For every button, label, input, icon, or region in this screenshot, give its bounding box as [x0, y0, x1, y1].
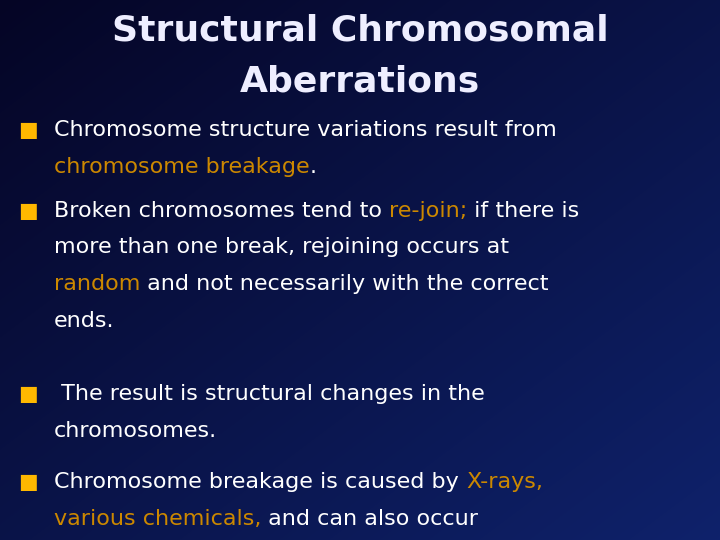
Text: X-rays,: X-rays,	[466, 472, 543, 492]
Text: chromosomes.: chromosomes.	[54, 421, 217, 441]
Text: re-join;: re-join;	[389, 201, 467, 221]
Text: .: .	[310, 157, 317, 177]
Text: ■: ■	[18, 120, 37, 140]
Text: and not necessarily with the correct: and not necessarily with the correct	[140, 274, 549, 294]
Text: random: random	[54, 274, 140, 294]
Text: The result is structural changes in the: The result is structural changes in the	[54, 384, 485, 404]
Text: Chromosome breakage is caused by: Chromosome breakage is caused by	[54, 472, 466, 492]
Text: Aberrations: Aberrations	[240, 65, 480, 99]
Text: and can also occur: and can also occur	[261, 509, 478, 529]
Text: ■: ■	[18, 472, 37, 492]
Text: various chemicals,: various chemicals,	[54, 509, 261, 529]
Text: Chromosome structure variations result from: Chromosome structure variations result f…	[54, 120, 564, 140]
Text: ■: ■	[18, 201, 37, 221]
Text: ■: ■	[18, 384, 37, 404]
Text: Broken chromosomes tend to: Broken chromosomes tend to	[54, 201, 389, 221]
Text: more than one break, rejoining occurs at: more than one break, rejoining occurs at	[54, 238, 509, 258]
Text: ends.: ends.	[54, 311, 114, 331]
Text: chromosome breakage: chromosome breakage	[54, 157, 310, 177]
Text: if there is: if there is	[467, 201, 580, 221]
Text: Structural Chromosomal: Structural Chromosomal	[112, 14, 608, 48]
